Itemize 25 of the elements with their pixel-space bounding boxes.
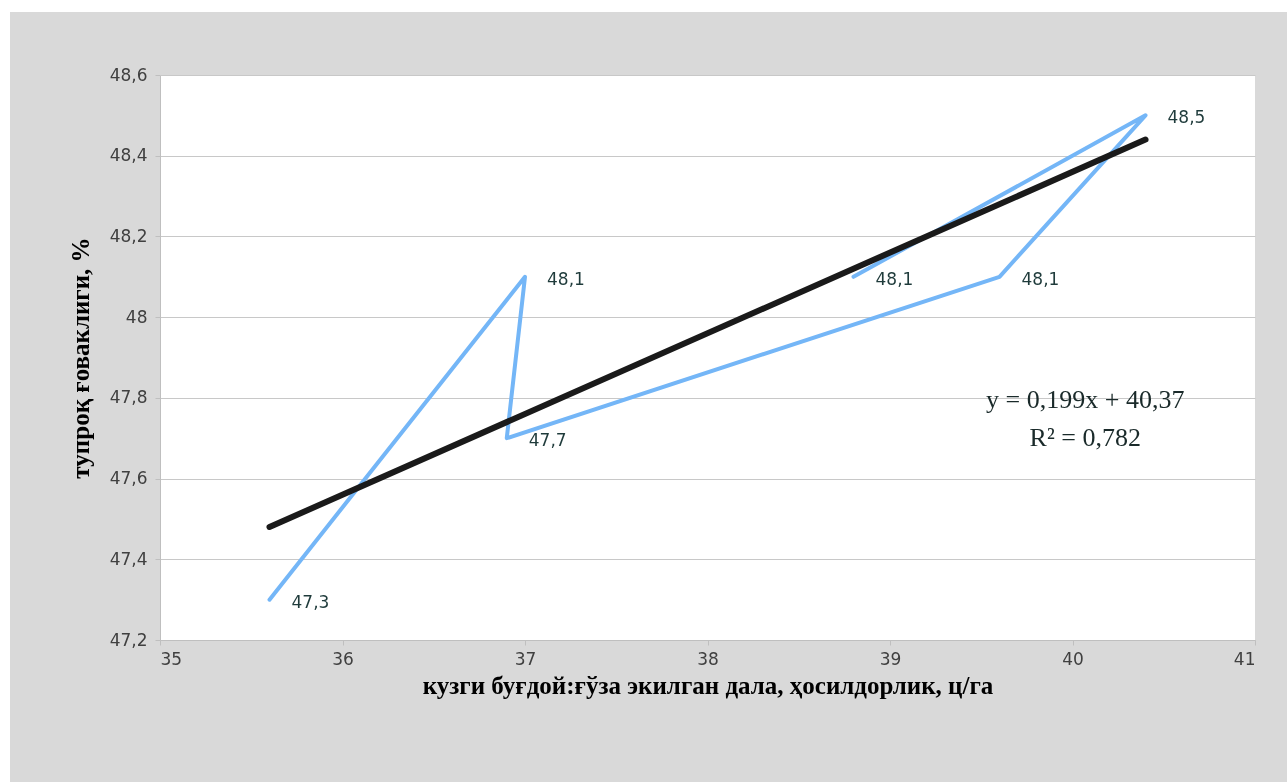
- x-tick-label: 39: [879, 648, 902, 669]
- data-label: 47,7: [528, 430, 567, 451]
- y-tick-label: 48,6: [109, 64, 148, 85]
- y-tick-label: 47,6: [109, 468, 148, 489]
- x-tick-label: 35: [160, 648, 183, 669]
- y-tick-label: 48,4: [109, 145, 148, 166]
- x-tick-label: 36: [332, 648, 354, 669]
- x-tick-label: 38: [697, 648, 719, 669]
- y-tick-label: 48,2: [109, 225, 148, 246]
- annotation: y = 0,199x + 40,37: [986, 384, 1185, 414]
- y-axis-title: тупроқ ғоваклиги, %: [66, 237, 94, 479]
- y-tick-label: 47,8: [109, 387, 148, 408]
- y-tick-label: 47,4: [109, 548, 148, 569]
- data-label: 48,5: [1167, 107, 1206, 128]
- x-tick-label: 41: [1233, 648, 1256, 669]
- x-axis-title: кузги буғдой:ғўза экилган дала, ҳосилдорлик, ц/га: [422, 671, 994, 699]
- data-label: 47,3: [291, 591, 330, 612]
- y-tick-label: 48: [125, 306, 148, 327]
- y-tick-label: 47,2: [109, 629, 148, 650]
- x-tick-label: 37: [514, 648, 537, 669]
- x-tick-label: 40: [1062, 648, 1084, 669]
- data-label: 48,1: [875, 268, 914, 289]
- data-label: 48,1: [1021, 268, 1060, 289]
- annotation: R² = 0,782: [1029, 422, 1141, 452]
- data-label: 48,1: [547, 268, 585, 289]
